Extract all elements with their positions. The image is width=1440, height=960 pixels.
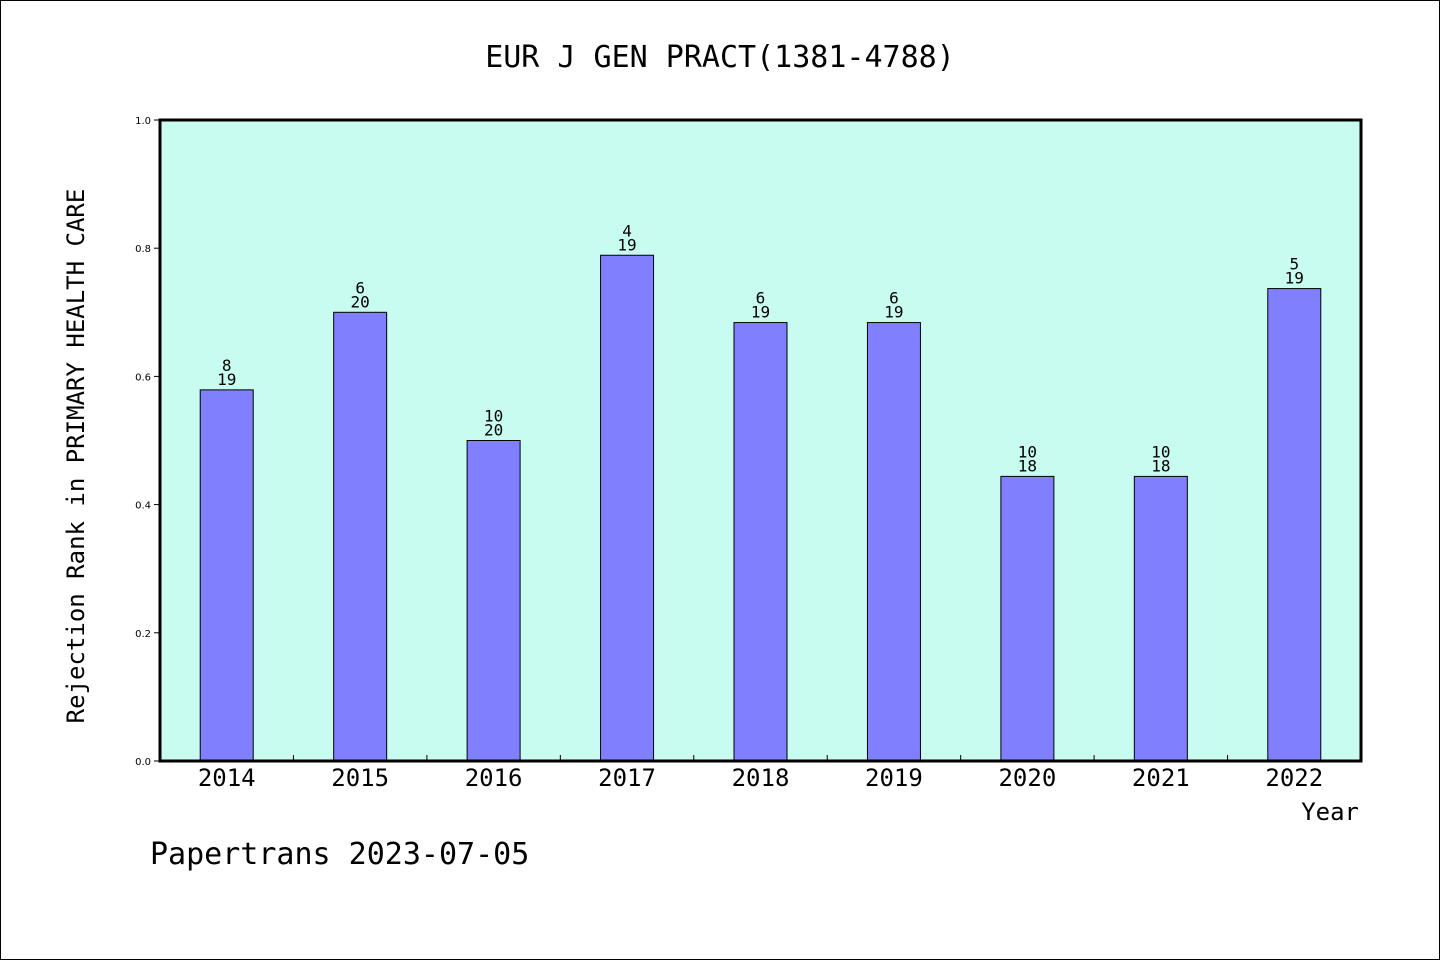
bar-2015 xyxy=(333,311,388,762)
data-label-total: 20 xyxy=(351,292,370,311)
y-tick-label: 0.8 xyxy=(135,244,151,255)
bar-2019 xyxy=(866,322,921,762)
plot-border xyxy=(158,118,1363,763)
bar-2016 xyxy=(466,440,521,762)
y-axis-label: Rejection Rank in PRIMARY HEALTH CARE xyxy=(62,189,90,724)
x-tick-label: 2022 xyxy=(1265,764,1323,792)
data-label-total: 19 xyxy=(217,370,236,389)
data-label-rank: 6 xyxy=(756,289,766,308)
data-label-rank: 8 xyxy=(222,356,232,375)
data-label-total: 19 xyxy=(617,235,636,254)
data-label-total: 19 xyxy=(1285,269,1304,288)
bar-2022 xyxy=(1267,288,1322,762)
bar-2014 xyxy=(199,389,254,762)
y-tick-label: 0.0 xyxy=(135,757,151,768)
x-tick-label: 2018 xyxy=(732,764,790,792)
bars xyxy=(199,254,1322,762)
bar-2021 xyxy=(1133,475,1188,762)
data-label-rank: 6 xyxy=(355,278,365,297)
data-label-rank: 6 xyxy=(889,289,899,308)
data-label-total: 19 xyxy=(884,303,903,322)
y-tick-label: 0.6 xyxy=(135,372,151,383)
x-axis: 2014 2015 2016 2017 2018 2019 2020 2021 2022 xyxy=(198,755,1323,792)
bar-2020 xyxy=(1000,475,1055,762)
data-label-total: 18 xyxy=(1018,456,1037,475)
footer-text: Papertrans 2023-07-05 xyxy=(150,837,529,872)
bar-2017 xyxy=(600,254,655,762)
x-tick-label: 2014 xyxy=(198,764,256,792)
y-axis: 0.0 0.2 0.4 0.6 0.8 1.0 xyxy=(135,116,160,768)
x-tick-label: 2017 xyxy=(598,764,656,792)
x-tick-label: 2015 xyxy=(331,764,389,792)
x-tick-label: 2016 xyxy=(465,764,523,792)
data-label-rank: 4 xyxy=(622,221,632,240)
data-label-rank: 10 xyxy=(484,407,503,426)
data-label-total: 18 xyxy=(1151,456,1170,475)
x-tick-label: 2021 xyxy=(1132,764,1190,792)
x-tick-label: 2020 xyxy=(998,764,1056,792)
data-label-rank: 10 xyxy=(1018,442,1037,461)
y-tick-label: 0.4 xyxy=(135,501,151,512)
data-label-total: 20 xyxy=(484,421,503,440)
x-tick-label: 2019 xyxy=(865,764,923,792)
bar-2018 xyxy=(733,322,788,762)
y-tick-label: 1.0 xyxy=(135,116,151,127)
data-label-total: 19 xyxy=(751,303,770,322)
x-axis-label: Year xyxy=(1301,798,1359,826)
data-label-rank: 5 xyxy=(1289,255,1299,274)
data-label-rank: 10 xyxy=(1151,442,1170,461)
y-tick-label: 0.2 xyxy=(135,629,151,640)
chart-title: EUR J GEN PRACT(1381-4788) xyxy=(485,40,955,75)
